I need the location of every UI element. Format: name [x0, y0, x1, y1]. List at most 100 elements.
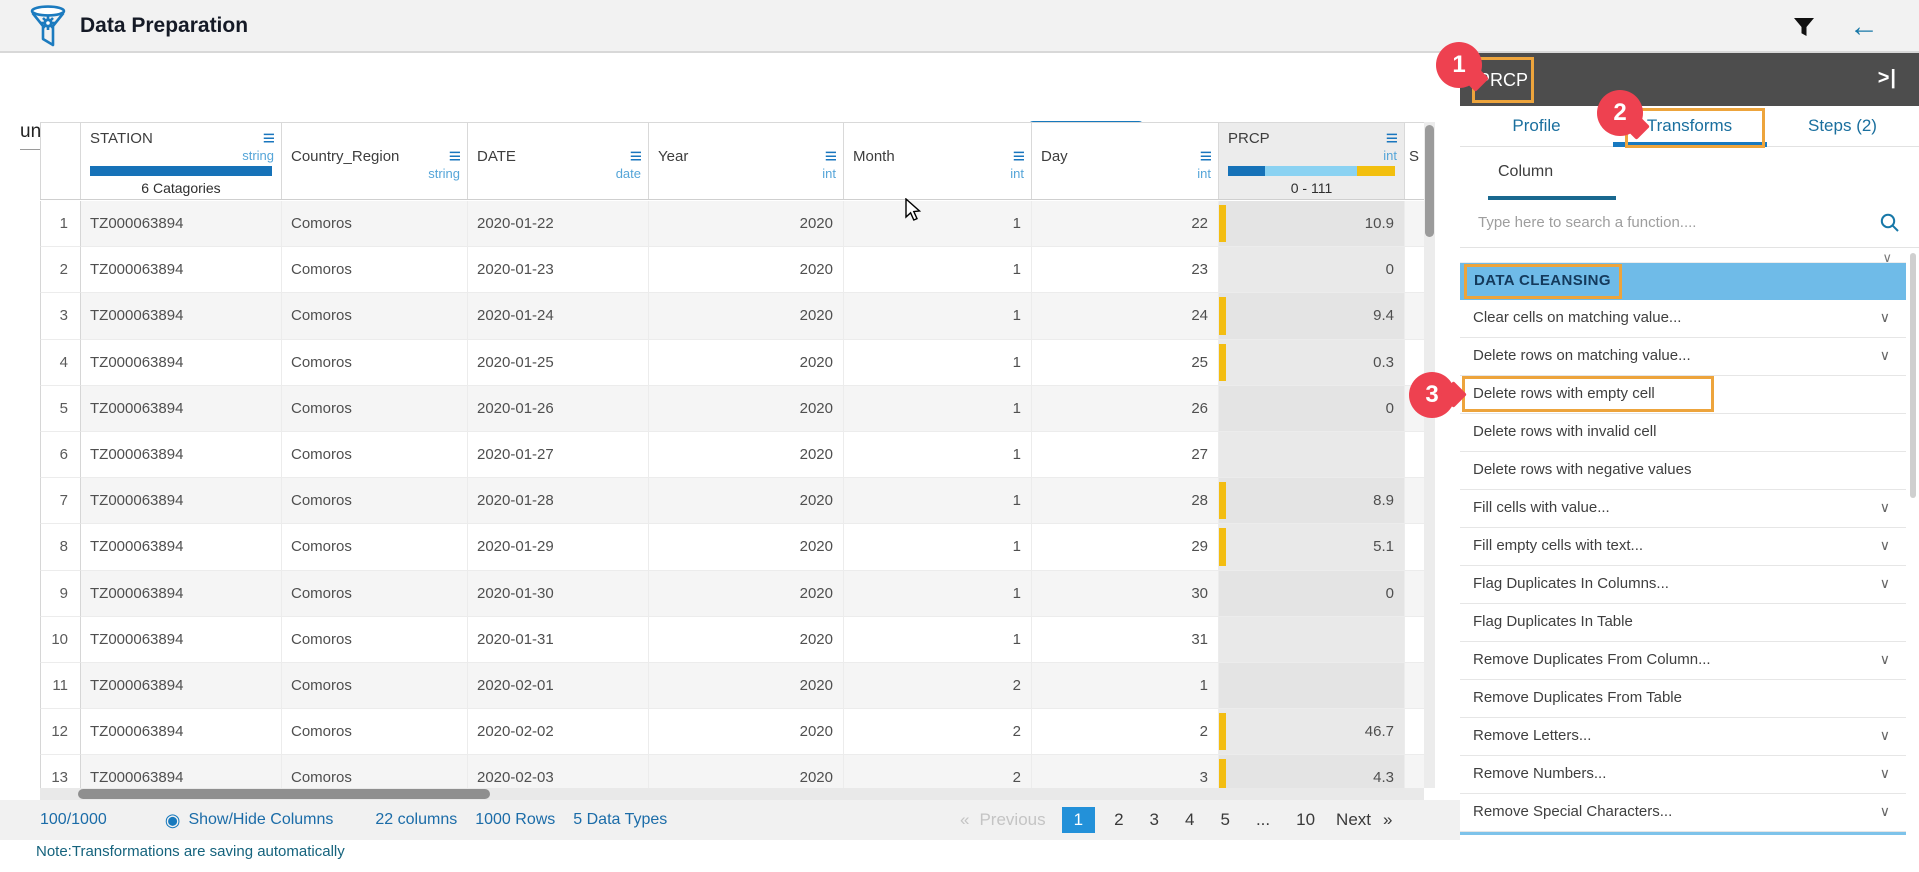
cell-station[interactable]: TZ000063894: [81, 570, 282, 617]
cell-next-clipped[interactable]: [1405, 293, 1424, 340]
column-header-station[interactable]: STATION ≡ string 6 Catagories: [81, 123, 282, 199]
cell-date[interactable]: 2020-02-03: [468, 755, 649, 788]
cell-day[interactable]: 22: [1032, 201, 1219, 248]
cell-prcp[interactable]: 5.1: [1219, 524, 1405, 571]
pagination-page-2[interactable]: 2: [1114, 810, 1124, 829]
column-menu-icon[interactable]: ≡: [824, 145, 837, 168]
cell-year[interactable]: 2020: [649, 431, 844, 479]
cell-country[interactable]: Comoros: [282, 616, 468, 663]
transform-item-flag-duplicates-columns[interactable]: Flag Duplicates In Columns... ∨: [1460, 566, 1906, 604]
cell-country[interactable]: Comoros: [282, 201, 468, 248]
cell-year[interactable]: 2020: [649, 339, 844, 386]
pagination-page-1[interactable]: 1: [1061, 807, 1096, 833]
cell-date[interactable]: 2020-01-28: [468, 478, 649, 525]
function-search-input[interactable]: [1478, 210, 1868, 235]
cell-date[interactable]: 2020-01-31: [468, 616, 649, 663]
scrollbar-thumb[interactable]: [1425, 125, 1434, 237]
cell-station[interactable]: TZ000063894: [81, 709, 282, 756]
cell-day[interactable]: 28: [1032, 478, 1219, 525]
cell-country[interactable]: Comoros: [282, 755, 468, 788]
cell-date[interactable]: 2020-02-01: [468, 662, 649, 710]
collapse-panel-icon[interactable]: >|: [1877, 67, 1897, 89]
transform-item-remove-special-characters[interactable]: Remove Special Characters... ∨: [1460, 794, 1906, 832]
transform-item-remove-letters[interactable]: Remove Letters... ∨: [1460, 718, 1906, 756]
cell-date[interactable]: 2020-01-25: [468, 339, 649, 386]
cell-month[interactable]: 1: [844, 293, 1032, 340]
cell-station[interactable]: TZ000063894: [81, 431, 282, 479]
transform-item-flag-duplicates-table[interactable]: Flag Duplicates In Table: [1460, 604, 1906, 642]
tab-transforms[interactable]: Transforms: [1646, 116, 1733, 135]
cell-year[interactable]: 2020: [649, 755, 844, 788]
cell-next-clipped[interactable]: [1405, 617, 1424, 663]
transform-item-fill-empty-cells-text[interactable]: Fill empty cells with text... ∨: [1460, 528, 1906, 566]
transform-item-remove-duplicates-column[interactable]: Remove Duplicates From Column... ∨: [1460, 642, 1906, 680]
cell-month[interactable]: 1: [844, 478, 1032, 525]
table-horizontal-scrollbar[interactable]: [40, 788, 1424, 800]
cell-month[interactable]: 1: [844, 570, 1032, 617]
column-header-year[interactable]: Year ≡ int: [649, 123, 844, 199]
column-menu-icon[interactable]: ≡: [448, 145, 461, 168]
cell-next-clipped[interactable]: [1405, 524, 1424, 571]
cell-day[interactable]: 2: [1032, 709, 1219, 756]
cell-prcp[interactable]: 8.9: [1219, 478, 1405, 525]
cell-prcp[interactable]: 46.7: [1219, 709, 1405, 756]
column-header-next-clipped[interactable]: S: [1405, 123, 1424, 199]
cell-next-clipped[interactable]: [1405, 478, 1424, 525]
column-menu-icon[interactable]: ≡: [1199, 145, 1212, 168]
cell-year[interactable]: 2020: [649, 247, 844, 294]
cell-year[interactable]: 2020: [649, 201, 844, 248]
cell-day[interactable]: 29: [1032, 524, 1219, 571]
cell-year[interactable]: 2020: [649, 616, 844, 663]
cell-prcp[interactable]: 9.4: [1219, 293, 1405, 340]
cell-prcp[interactable]: [1219, 662, 1405, 710]
column-menu-icon[interactable]: ≡: [262, 127, 275, 150]
cell-next-clipped[interactable]: [1405, 755, 1424, 788]
scrollbar-thumb[interactable]: [78, 789, 490, 799]
cell-country[interactable]: Comoros: [282, 247, 468, 294]
cell-prcp[interactable]: 10.9: [1219, 201, 1405, 248]
cell-date[interactable]: 2020-01-29: [468, 524, 649, 571]
cell-day[interactable]: 26: [1032, 385, 1219, 432]
cell-year[interactable]: 2020: [649, 709, 844, 756]
cell-month[interactable]: 1: [844, 616, 1032, 663]
cell-next-clipped[interactable]: [1405, 709, 1424, 756]
cell-station[interactable]: TZ000063894: [81, 662, 282, 710]
cell-station[interactable]: TZ000063894: [81, 201, 282, 248]
cell-prcp[interactable]: 0: [1219, 570, 1405, 617]
tab-profile[interactable]: Profile: [1512, 116, 1561, 135]
cell-day[interactable]: 30: [1032, 570, 1219, 617]
pagination-page-4[interactable]: 4: [1185, 810, 1195, 829]
pagination-next[interactable]: Next: [1336, 810, 1372, 829]
cell-date[interactable]: 2020-01-26: [468, 385, 649, 432]
show-hide-columns-link[interactable]: Show/Hide Columns: [188, 811, 334, 828]
cell-station[interactable]: TZ000063894: [81, 616, 282, 663]
cell-month[interactable]: 1: [844, 385, 1032, 432]
cell-prcp[interactable]: 4.3: [1219, 755, 1405, 788]
cell-date[interactable]: 2020-01-23: [468, 247, 649, 294]
cell-month[interactable]: 2: [844, 662, 1032, 710]
cell-station[interactable]: TZ000063894: [81, 524, 282, 571]
column-header-prcp[interactable]: PRCP ≡ int 0 - 111: [1219, 123, 1405, 199]
filter-icon[interactable]: [1793, 16, 1815, 38]
cell-next-clipped[interactable]: [1405, 201, 1424, 248]
pagination-page-5[interactable]: 5: [1220, 810, 1230, 829]
cell-station[interactable]: TZ000063894: [81, 755, 282, 788]
cell-next-clipped[interactable]: [1405, 247, 1424, 294]
cell-station[interactable]: TZ000063894: [81, 385, 282, 432]
cell-next-clipped[interactable]: [1405, 662, 1424, 710]
cell-prcp[interactable]: [1219, 616, 1405, 663]
cell-country[interactable]: Comoros: [282, 478, 468, 525]
panel-scrollbar[interactable]: [1910, 253, 1916, 498]
partially-scrolled-item[interactable]: ∨: [1460, 248, 1906, 263]
back-arrow-icon[interactable]: ←: [1849, 9, 1879, 43]
tab-steps[interactable]: Steps (2): [1808, 116, 1877, 135]
cell-prcp[interactable]: 0: [1219, 385, 1405, 432]
column-header-date[interactable]: DATE ≡ date: [468, 123, 649, 199]
cell-date[interactable]: 2020-01-24: [468, 293, 649, 340]
cell-next-clipped[interactable]: [1405, 570, 1424, 617]
column-header-day[interactable]: Day ≡ int: [1032, 123, 1219, 199]
column-menu-icon[interactable]: ≡: [629, 145, 642, 168]
cell-day[interactable]: 25: [1032, 339, 1219, 386]
cell-station[interactable]: TZ000063894: [81, 478, 282, 525]
cell-year[interactable]: 2020: [649, 478, 844, 525]
